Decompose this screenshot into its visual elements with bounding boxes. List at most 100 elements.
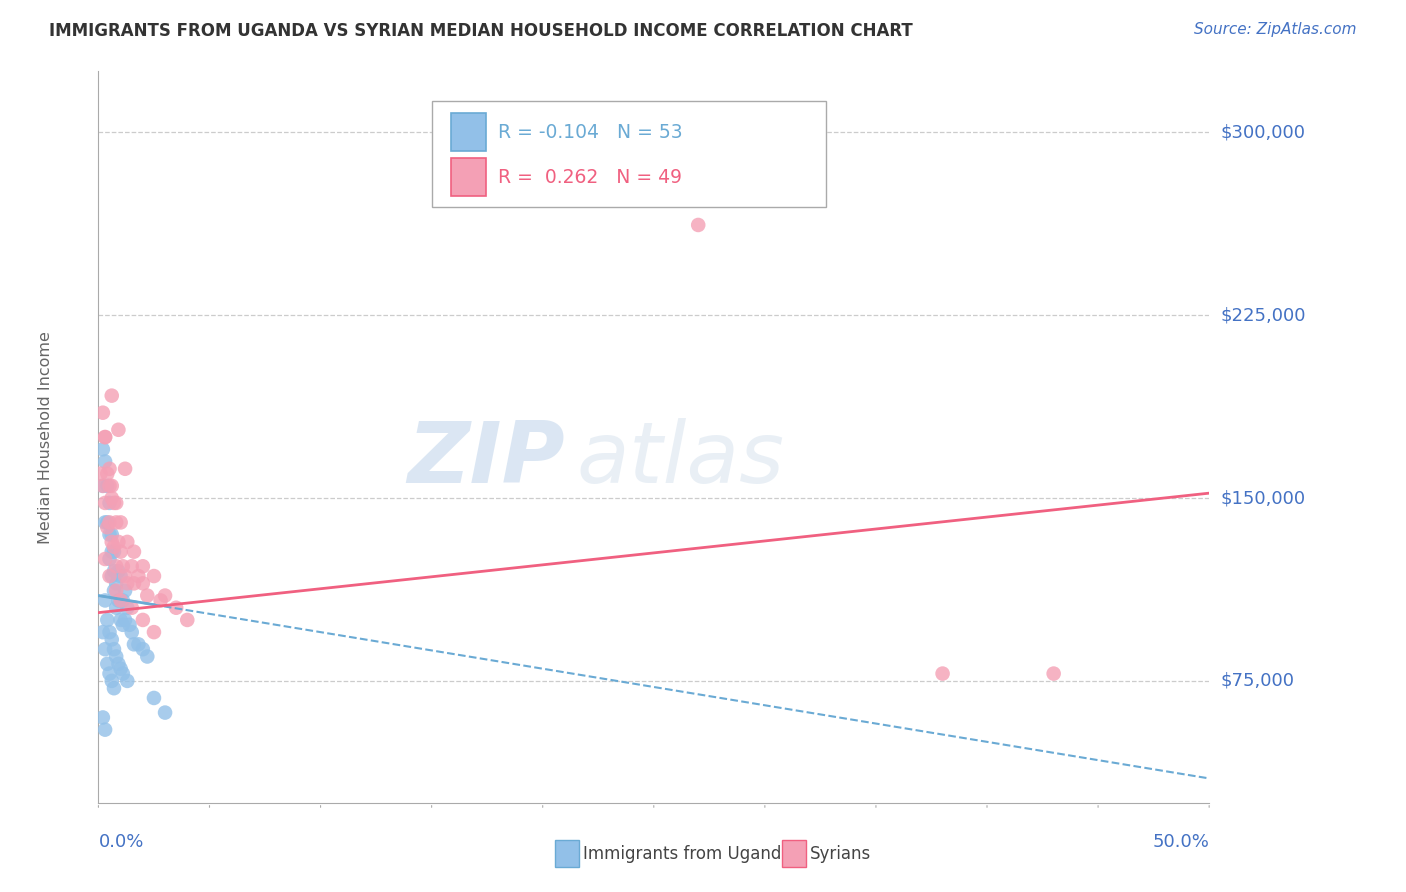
Point: [98, 462, 121, 476]
Point: [122, 544, 145, 558]
Point: [100, 632, 122, 647]
Point: [100, 535, 122, 549]
Point: [98, 496, 121, 510]
FancyBboxPatch shape: [450, 113, 486, 151]
Point: [96, 520, 118, 534]
Point: [132, 559, 155, 574]
Point: [94, 723, 117, 737]
Point: [111, 666, 134, 681]
Point: [96, 479, 118, 493]
Point: [114, 583, 136, 598]
Point: [127, 569, 149, 583]
Point: [117, 535, 139, 549]
Point: [107, 535, 129, 549]
Point: [105, 600, 128, 615]
Text: 0.0%: 0.0%: [98, 833, 143, 851]
Point: [105, 576, 128, 591]
Point: [110, 593, 132, 607]
Point: [143, 625, 166, 640]
Point: [100, 569, 122, 583]
Point: [100, 527, 122, 541]
Point: [107, 593, 129, 607]
Point: [117, 576, 139, 591]
Point: [105, 496, 128, 510]
Point: [103, 544, 125, 558]
Point: [111, 617, 134, 632]
Point: [165, 600, 187, 615]
Point: [931, 666, 953, 681]
Point: [103, 642, 125, 657]
Point: [94, 430, 117, 444]
Point: [96, 467, 118, 481]
Text: $150,000: $150,000: [1220, 489, 1305, 507]
Text: atlas: atlas: [576, 417, 785, 500]
Text: 50.0%: 50.0%: [1153, 833, 1209, 851]
Point: [96, 613, 118, 627]
Point: [103, 681, 125, 696]
Point: [100, 491, 122, 505]
Point: [90, 467, 112, 481]
Point: [121, 625, 143, 640]
Text: Median Household Income: Median Household Income: [38, 331, 52, 543]
Text: $300,000: $300,000: [1220, 123, 1305, 141]
Point: [91, 625, 114, 640]
Point: [110, 613, 132, 627]
Point: [91, 442, 114, 457]
Text: Syrians: Syrians: [810, 845, 872, 863]
Point: [143, 569, 166, 583]
Point: [103, 496, 125, 510]
Point: [114, 613, 136, 627]
FancyBboxPatch shape: [450, 159, 486, 196]
Point: [114, 462, 136, 476]
Point: [98, 625, 121, 640]
Point: [127, 637, 149, 651]
Point: [94, 593, 117, 607]
Point: [132, 613, 155, 627]
Point: [136, 649, 159, 664]
Point: [105, 583, 128, 598]
Point: [105, 559, 128, 574]
Point: [98, 479, 121, 493]
Text: Immigrants from Uganda: Immigrants from Uganda: [583, 845, 792, 863]
Point: [110, 662, 132, 676]
Point: [94, 516, 117, 530]
Text: IMMIGRANTS FROM UGANDA VS SYRIAN MEDIAN HOUSEHOLD INCOME CORRELATION CHART: IMMIGRANTS FROM UGANDA VS SYRIAN MEDIAN …: [49, 22, 912, 40]
Point: [122, 576, 145, 591]
Point: [103, 583, 125, 598]
Point: [1042, 666, 1064, 681]
Point: [110, 544, 132, 558]
Point: [117, 673, 139, 688]
Text: ZIP: ZIP: [408, 417, 565, 500]
Point: [98, 552, 121, 566]
Point: [107, 564, 129, 578]
Point: [91, 406, 114, 420]
Point: [110, 569, 132, 583]
Point: [100, 389, 122, 403]
Point: [91, 479, 114, 493]
Point: [111, 593, 134, 607]
Point: [94, 430, 117, 444]
Point: [132, 642, 155, 657]
Point: [103, 564, 125, 578]
Point: [121, 600, 143, 615]
Point: [98, 516, 121, 530]
Text: R = -0.104   N = 53: R = -0.104 N = 53: [498, 122, 683, 142]
Point: [107, 657, 129, 671]
Point: [105, 516, 128, 530]
Text: $75,000: $75,000: [1220, 672, 1295, 690]
Point: [111, 559, 134, 574]
Point: [122, 637, 145, 651]
Point: [96, 516, 118, 530]
Point: [149, 593, 172, 607]
Point: [110, 516, 132, 530]
Point: [114, 569, 136, 583]
Point: [107, 423, 129, 437]
Text: R =  0.262   N = 49: R = 0.262 N = 49: [498, 168, 682, 187]
Point: [91, 710, 114, 724]
Point: [94, 454, 117, 468]
Point: [94, 496, 117, 510]
Point: [96, 657, 118, 671]
Point: [100, 479, 122, 493]
Point: [136, 589, 159, 603]
Point: [153, 589, 176, 603]
